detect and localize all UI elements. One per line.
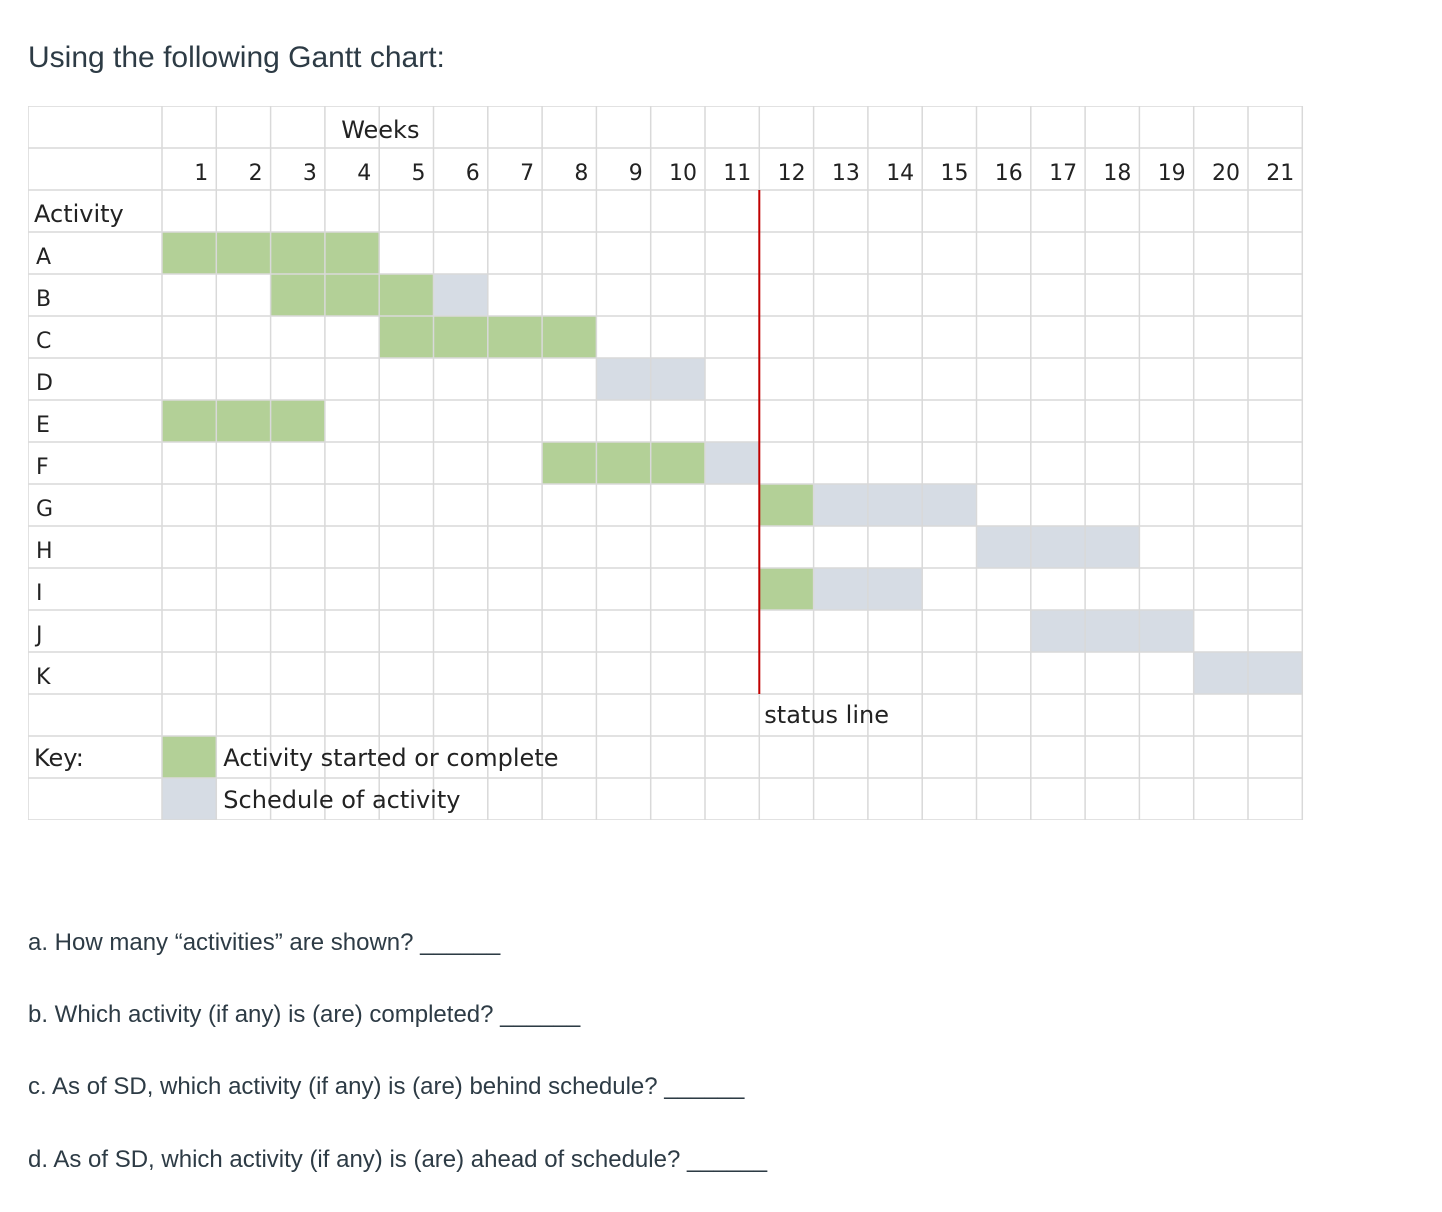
status-line-label: status line xyxy=(764,701,889,729)
activity-header: Activity xyxy=(34,200,124,228)
activity-label-D: D xyxy=(36,371,53,396)
bar-started-B xyxy=(270,274,434,316)
week-tick-label: 20 xyxy=(1212,161,1240,186)
question-a: a. How many “activities” are shown? ____… xyxy=(28,929,501,956)
bar-scheduled-B xyxy=(433,274,488,316)
week-tick-label: 5 xyxy=(412,161,426,186)
week-tick-label: 19 xyxy=(1158,161,1186,186)
week-tick-label: 4 xyxy=(357,161,371,186)
bar-scheduled-H xyxy=(976,526,1140,568)
week-tick-label: 17 xyxy=(1049,161,1077,186)
question-b: b. Which activity (if any) is (are) comp… xyxy=(28,1001,581,1028)
bar-scheduled-G xyxy=(813,484,977,526)
key-swatch-scheduled xyxy=(162,778,217,820)
key-started-label: Activity started or complete xyxy=(223,744,558,772)
activity-label-G: G xyxy=(36,497,53,522)
activity-label-B: B xyxy=(36,287,51,312)
bar-started-I xyxy=(759,568,814,610)
week-tick-label: 10 xyxy=(669,161,697,186)
intro-heading: Using the following Gantt chart: xyxy=(28,41,445,74)
activity-label-F: F xyxy=(36,455,49,480)
question-c: c. As of SD, which activity (if any) is … xyxy=(28,1073,745,1100)
question-d: d. As of SD, which activity (if any) is … xyxy=(28,1146,768,1173)
week-tick-label: 18 xyxy=(1103,161,1131,186)
week-tick-label: 21 xyxy=(1266,161,1294,186)
week-tick-label: 2 xyxy=(249,161,263,186)
key-scheduled-label: Schedule of activity xyxy=(223,786,460,814)
week-tick-label: 13 xyxy=(832,161,860,186)
week-tick-label: 16 xyxy=(995,161,1023,186)
week-tick-label: 14 xyxy=(886,161,914,186)
key-title: Key: xyxy=(34,744,84,772)
activity-label-K: K xyxy=(36,665,51,690)
activity-label-H: H xyxy=(36,539,53,564)
key-swatch-started xyxy=(162,736,217,778)
week-tick-label: 7 xyxy=(520,161,534,186)
week-tick-label: 9 xyxy=(629,161,643,186)
activity-label-E: E xyxy=(36,413,50,438)
week-tick-label: 11 xyxy=(723,161,751,186)
bar-scheduled-J xyxy=(1030,610,1194,652)
week-tick-label: 15 xyxy=(941,161,969,186)
week-tick-label: 6 xyxy=(466,161,480,186)
week-tick-label: 12 xyxy=(778,161,806,186)
activity-label-J: J xyxy=(34,623,43,648)
activity-label-C: C xyxy=(36,329,51,354)
bar-started-E xyxy=(162,400,325,442)
bar-scheduled-F xyxy=(705,442,760,484)
week-tick-label: 3 xyxy=(303,161,317,186)
activity-label-A: A xyxy=(36,245,51,270)
bar-started-G xyxy=(759,484,814,526)
activity-label-I: I xyxy=(36,581,43,606)
weeks-header: Weeks xyxy=(341,116,419,144)
week-tick-label: 8 xyxy=(574,161,588,186)
week-tick-label: 1 xyxy=(194,161,208,186)
bar-started-F xyxy=(542,442,705,484)
